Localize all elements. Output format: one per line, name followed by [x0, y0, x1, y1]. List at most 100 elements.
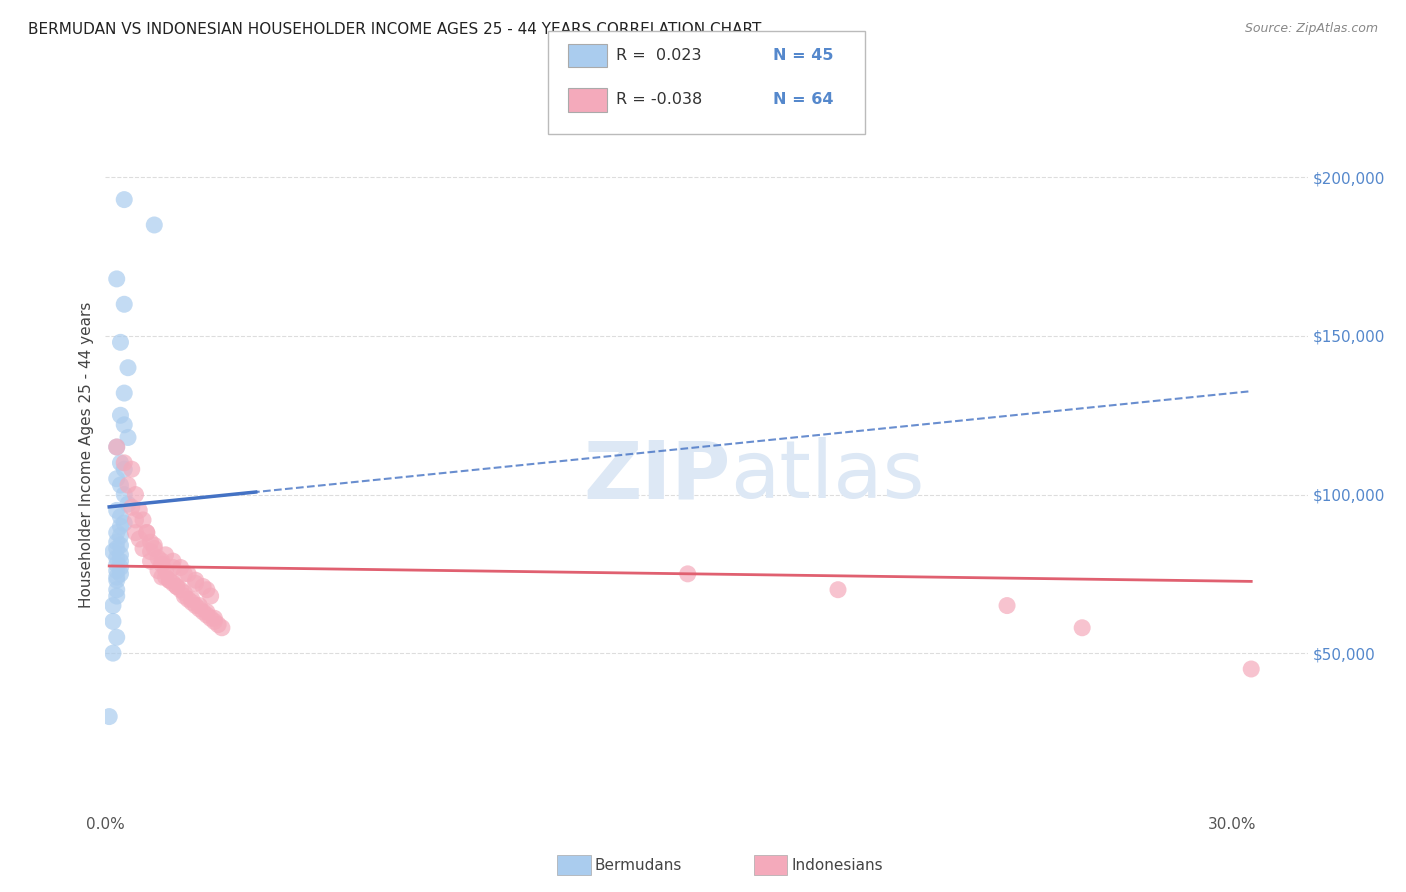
- Point: [1240, 662, 1263, 676]
- Point: [105, 582, 128, 597]
- Point: [200, 589, 222, 603]
- Point: [150, 558, 173, 572]
- Point: [112, 193, 135, 207]
- Text: Bermudans: Bermudans: [595, 858, 682, 872]
- Point: [155, 548, 177, 562]
- Point: [135, 525, 157, 540]
- Point: [117, 478, 139, 492]
- Point: [184, 573, 207, 587]
- Point: [188, 599, 211, 613]
- Point: [124, 487, 146, 501]
- Point: [105, 525, 128, 540]
- Point: [132, 541, 155, 556]
- Point: [105, 440, 128, 454]
- Text: Source: ZipAtlas.com: Source: ZipAtlas.com: [1244, 22, 1378, 36]
- Point: [105, 564, 128, 578]
- Point: [195, 582, 218, 597]
- Point: [110, 509, 132, 524]
- Point: [105, 272, 128, 286]
- Point: [110, 519, 132, 533]
- Point: [169, 582, 191, 597]
- Point: [157, 573, 180, 587]
- Point: [166, 580, 188, 594]
- Point: [121, 462, 143, 476]
- Point: [676, 566, 699, 581]
- Point: [110, 566, 132, 581]
- Text: R =  0.023: R = 0.023: [616, 48, 702, 62]
- Point: [162, 554, 184, 568]
- Y-axis label: Householder Income Ages 25 - 44 years: Householder Income Ages 25 - 44 years: [79, 301, 94, 608]
- Point: [827, 582, 849, 597]
- Point: [995, 599, 1018, 613]
- Point: [110, 548, 132, 562]
- Point: [105, 472, 128, 486]
- Point: [195, 608, 218, 623]
- Text: Indonesians: Indonesians: [792, 858, 883, 872]
- Point: [110, 409, 132, 423]
- Point: [112, 417, 135, 432]
- Text: N = 45: N = 45: [773, 48, 834, 62]
- Point: [110, 529, 132, 543]
- Point: [105, 541, 128, 556]
- Point: [98, 709, 121, 723]
- Point: [139, 554, 162, 568]
- Point: [105, 630, 128, 644]
- Point: [105, 573, 128, 587]
- Point: [173, 586, 195, 600]
- Point: [191, 580, 214, 594]
- Point: [143, 538, 166, 552]
- Point: [195, 605, 218, 619]
- Point: [180, 592, 202, 607]
- Point: [162, 576, 184, 591]
- Point: [169, 560, 191, 574]
- Point: [139, 544, 162, 558]
- Point: [110, 335, 132, 350]
- Point: [155, 564, 177, 578]
- Point: [112, 386, 135, 401]
- Point: [143, 541, 166, 556]
- Point: [200, 611, 222, 625]
- Point: [188, 601, 211, 615]
- Point: [110, 456, 132, 470]
- Point: [146, 551, 169, 566]
- Point: [128, 503, 150, 517]
- Point: [143, 218, 166, 232]
- Point: [155, 570, 177, 584]
- Point: [180, 595, 202, 609]
- Point: [184, 576, 207, 591]
- Point: [105, 535, 128, 549]
- Point: [112, 297, 135, 311]
- Point: [173, 566, 195, 581]
- Point: [166, 580, 188, 594]
- Text: N = 64: N = 64: [773, 93, 834, 107]
- Point: [135, 525, 157, 540]
- Point: [128, 532, 150, 546]
- Point: [191, 605, 214, 619]
- Point: [101, 599, 124, 613]
- Point: [132, 513, 155, 527]
- Point: [177, 592, 200, 607]
- Point: [207, 617, 229, 632]
- Point: [121, 500, 143, 515]
- Point: [101, 646, 124, 660]
- Point: [105, 589, 128, 603]
- Point: [101, 615, 124, 629]
- Point: [112, 487, 135, 501]
- Point: [202, 615, 225, 629]
- Point: [162, 560, 184, 574]
- Point: [117, 430, 139, 444]
- Point: [105, 570, 128, 584]
- Point: [173, 589, 195, 603]
- Point: [157, 573, 180, 587]
- Text: BERMUDAN VS INDONESIAN HOUSEHOLDER INCOME AGES 25 - 44 YEARS CORRELATION CHART: BERMUDAN VS INDONESIAN HOUSEHOLDER INCOM…: [28, 22, 762, 37]
- Point: [112, 516, 135, 530]
- Point: [146, 564, 169, 578]
- Point: [112, 456, 135, 470]
- Point: [110, 554, 132, 568]
- Point: [150, 570, 173, 584]
- Point: [110, 478, 132, 492]
- Point: [139, 535, 162, 549]
- Text: R = -0.038: R = -0.038: [616, 93, 702, 107]
- Text: atlas: atlas: [731, 437, 925, 516]
- Point: [101, 544, 124, 558]
